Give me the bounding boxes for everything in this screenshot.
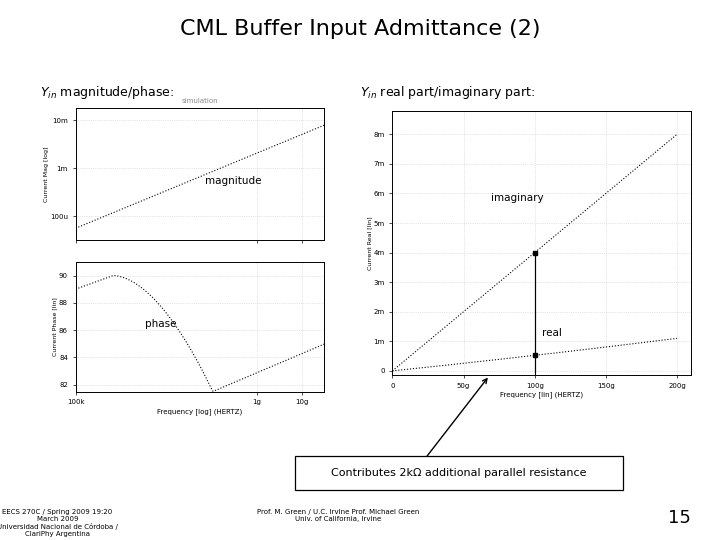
Text: Contributes 2kΩ additional parallel resistance: Contributes 2kΩ additional parallel resi… bbox=[331, 468, 587, 478]
Text: imaginary: imaginary bbox=[491, 193, 544, 203]
Y-axis label: Current Mag [log]: Current Mag [log] bbox=[44, 146, 48, 202]
X-axis label: Frequency [log] (HERTZ): Frequency [log] (HERTZ) bbox=[157, 408, 243, 415]
Text: CML Buffer Input Admittance (2): CML Buffer Input Admittance (2) bbox=[180, 19, 540, 39]
Text: 15: 15 bbox=[668, 509, 691, 526]
Text: $Y_{in}$ real part/imaginary part:: $Y_{in}$ real part/imaginary part: bbox=[360, 84, 535, 100]
Text: phase: phase bbox=[145, 319, 176, 329]
Y-axis label: Current Phase [lin]: Current Phase [lin] bbox=[53, 298, 58, 356]
X-axis label: Frequency [lin] (HERTZ): Frequency [lin] (HERTZ) bbox=[500, 392, 583, 399]
Text: simulation: simulation bbox=[181, 98, 218, 104]
Text: real: real bbox=[541, 328, 562, 338]
Text: EECS 270C / Spring 2009 19:20
March 2009
Universidad Nacional de Córdoba /
Clari: EECS 270C / Spring 2009 19:20 March 2009… bbox=[0, 509, 118, 537]
Y-axis label: Current Real [lin]: Current Real [lin] bbox=[367, 216, 372, 270]
Text: Prof. M. Green / U.C. Irvine Prof. Michael Green
Univ. of California, Irvine: Prof. M. Green / U.C. Irvine Prof. Micha… bbox=[257, 509, 420, 522]
Text: magnitude: magnitude bbox=[204, 176, 261, 186]
Text: $Y_{in}$ magnitude/phase:: $Y_{in}$ magnitude/phase: bbox=[40, 84, 174, 100]
